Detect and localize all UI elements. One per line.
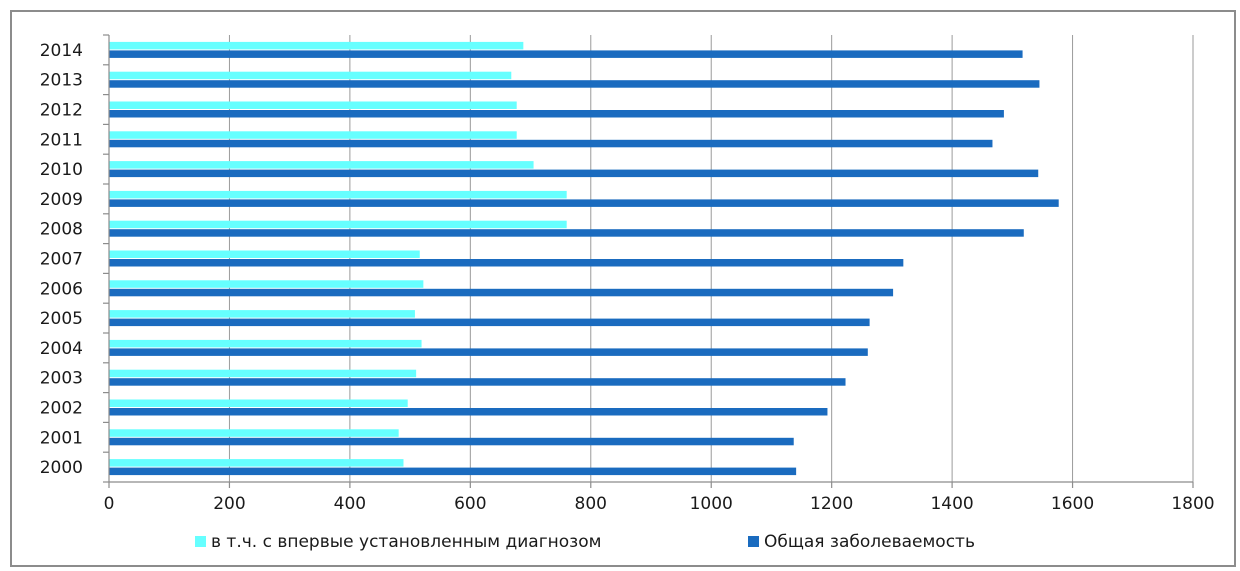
bar-new-diagnosis-2007 <box>109 250 420 258</box>
bar-total-morbidity-2005 <box>109 318 870 327</box>
y-tick-label-2013: 2013 <box>40 71 83 91</box>
y-tick-label-2010: 2010 <box>40 160 83 180</box>
x-tick-label-1400: 1400 <box>930 494 973 514</box>
y-tick-label-2002: 2002 <box>40 399 83 419</box>
x-tick-label-400: 400 <box>334 494 366 514</box>
bar-total-morbidity-2010 <box>109 169 1039 178</box>
legend-new-diagnosis-swatch <box>195 536 206 547</box>
y-tick-label-2003: 2003 <box>40 369 83 389</box>
bar-new-diagnosis-2004 <box>109 339 422 348</box>
y-tick-label-2006: 2006 <box>40 279 83 299</box>
y-tick-label-2014: 2014 <box>40 41 83 61</box>
gridlines <box>228 35 1194 482</box>
bar-new-diagnosis-2014 <box>109 41 524 50</box>
bar-total-morbidity-2003 <box>109 378 846 386</box>
bar-new-diagnosis-2009 <box>109 190 567 199</box>
bar-new-diagnosis-2003 <box>109 369 417 378</box>
y-tick-label-2001: 2001 <box>40 428 83 448</box>
bar-new-diagnosis-2001 <box>109 429 399 437</box>
x-tick-labels: 0 200 400 600 800 1000 1200 1400 1600 1800 <box>104 494 1215 514</box>
bar-new-diagnosis-2012 <box>109 101 517 109</box>
bar-new-diagnosis-2006 <box>109 280 424 288</box>
bar-total-morbidity-2006 <box>109 288 894 297</box>
y-tick-label-2005: 2005 <box>40 309 83 329</box>
x-tick-label-1600: 1600 <box>1051 494 1094 514</box>
bar-total-morbidity-2009 <box>109 199 1059 207</box>
y-tick-label-2008: 2008 <box>40 220 83 240</box>
bar-new-diagnosis-2000 <box>109 459 404 467</box>
bar-total-morbidity-2008 <box>109 229 1024 237</box>
y-tick-label-2007: 2007 <box>40 250 83 270</box>
bar-total-morbidity-2012 <box>109 110 1004 118</box>
x-tick-label-800: 800 <box>575 494 607 514</box>
bar-total-morbidity-2011 <box>109 139 993 148</box>
bar-total-morbidity-2007 <box>109 259 904 267</box>
bar-total-morbidity-2001 <box>109 437 794 446</box>
x-tick-label-1800: 1800 <box>1171 494 1214 514</box>
legend-new-diagnosis-label: в т.ч. с впервые установленным диагнозом <box>211 532 601 552</box>
x-tick-label-600: 600 <box>454 494 486 514</box>
legend-total-morbidity-swatch <box>748 536 759 547</box>
y-tick-label-2009: 2009 <box>40 190 83 210</box>
bar-new-diagnosis-2002 <box>109 399 408 407</box>
bar-total-morbidity-2002 <box>109 408 828 416</box>
y-tick-label-2011: 2011 <box>40 130 83 150</box>
x-tick-label-0: 0 <box>104 494 115 514</box>
bar-new-diagnosis-2008 <box>109 220 567 229</box>
y-tick-label-2004: 2004 <box>40 339 83 359</box>
axes <box>103 34 1194 488</box>
x-tick-label-1000: 1000 <box>690 494 733 514</box>
legend-total-morbidity-label: Общая заболеваемость <box>764 532 975 552</box>
legend: в т.ч. с впервые установленным диагнозом… <box>195 532 975 552</box>
y-tick-label-2000: 2000 <box>40 458 83 478</box>
x-tick-label-200: 200 <box>213 494 245 514</box>
bar-total-morbidity-2004 <box>109 348 868 356</box>
y-tick-labels: 2000 2001 2002 2003 2004 2005 2006 2007 2008 2009… <box>40 41 83 478</box>
x-tick-label-1200: 1200 <box>810 494 853 514</box>
bar-new-diagnosis-2013 <box>109 71 512 80</box>
bars <box>109 41 1059 476</box>
y-tick-label-2012: 2012 <box>40 101 83 121</box>
bar-new-diagnosis-2010 <box>109 161 534 169</box>
bar-total-morbidity-2014 <box>109 50 1023 58</box>
bar-total-morbidity-2000 <box>109 467 797 476</box>
bar-new-diagnosis-2005 <box>109 310 415 318</box>
bar-new-diagnosis-2011 <box>109 131 517 139</box>
bar-total-morbidity-2013 <box>109 80 1040 88</box>
